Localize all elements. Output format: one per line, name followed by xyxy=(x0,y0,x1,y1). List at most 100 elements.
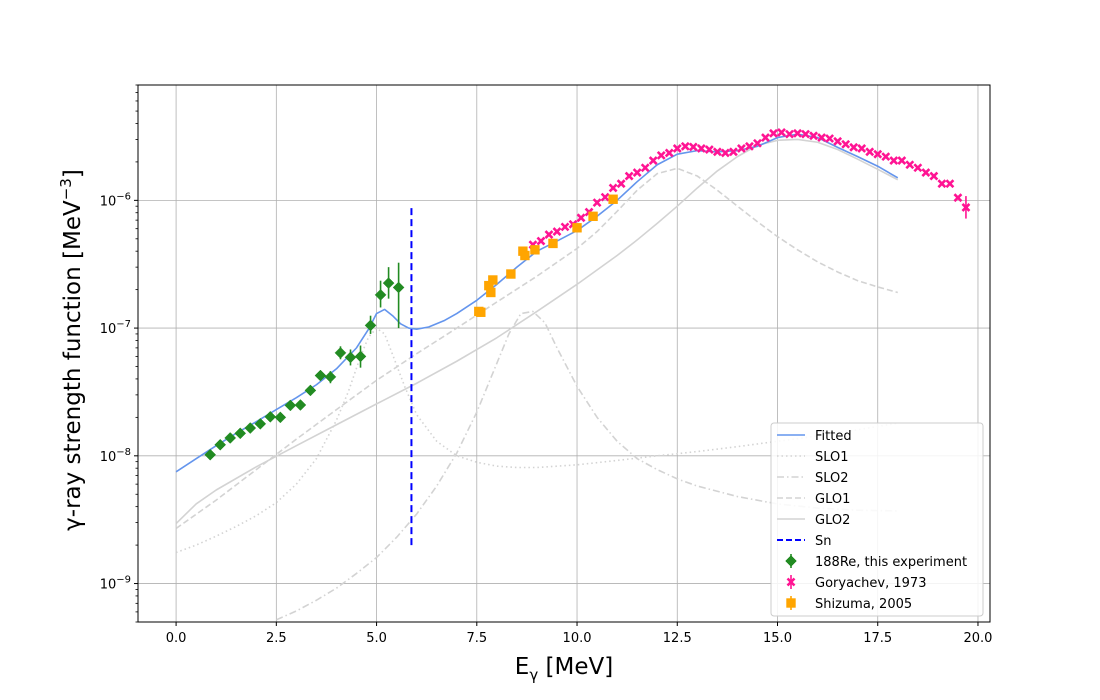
goryachev-1973-point xyxy=(536,236,546,246)
goryachev-1973-point xyxy=(817,133,827,143)
goryachev-1973-point-stroke-b xyxy=(833,136,843,146)
glo1-line xyxy=(175,167,898,530)
goryachev-1973-point-stroke-b xyxy=(785,129,794,139)
goryachev-1973-point xyxy=(600,192,610,202)
goryachev-1973-point-stroke-b xyxy=(656,150,666,160)
goryachev-1973-point-stroke-b xyxy=(720,148,730,158)
goryachev-1973-point xyxy=(656,150,666,160)
goryachev-1973-point xyxy=(552,227,562,236)
goryachev-1973-point-stroke-b xyxy=(849,142,859,152)
y-tick-label: 10−9 xyxy=(100,575,131,593)
goryachev-1973-point-stroke-b xyxy=(576,213,586,223)
goryachev-1973-legend-label: Goryachev, 1973 xyxy=(815,576,926,591)
goryachev-1973-point xyxy=(560,222,570,232)
goryachev-1973-point-stroke-b xyxy=(753,138,762,148)
legend-box xyxy=(770,422,984,617)
goryachev-1973-point-stroke-b xyxy=(648,156,658,165)
goryachev-1973-point-stroke-b xyxy=(825,134,835,143)
goryachev-1973-point xyxy=(873,149,883,159)
y-tick-label: 10−6 xyxy=(100,191,131,209)
188re-this-experiment-point xyxy=(334,346,347,359)
goryachev-1973-point xyxy=(624,171,634,181)
188re-this-experiment-point xyxy=(364,319,377,332)
goryachev-1973-point xyxy=(857,144,867,153)
goryachev-1973-point-stroke-b xyxy=(664,148,674,158)
goryachev-1973-point xyxy=(793,128,802,138)
goryachev-1973-point-stroke-b xyxy=(937,179,947,189)
188re-this-experiment-point xyxy=(374,289,387,301)
goryachev-1973-point-stroke-b xyxy=(608,183,618,193)
goryachev-1973-point-stroke-b xyxy=(905,160,915,170)
goryachev-1973-point-stroke-b xyxy=(704,145,714,154)
fitted-legend-label: Fitted xyxy=(815,429,852,444)
goryachev-1973-point-stroke-b xyxy=(961,203,971,212)
glo2-legend-label: GLO2 xyxy=(815,513,850,528)
goryachev-1973-point-stroke-b xyxy=(953,193,963,203)
shizuma-2005-point xyxy=(548,238,558,249)
shizuma-2005-point xyxy=(506,269,516,279)
goryachev-1973-point xyxy=(801,129,810,139)
y-tick-label: 10−7 xyxy=(100,319,131,337)
goryachev-1973-point xyxy=(825,134,835,143)
shizuma-2005-point xyxy=(520,250,530,261)
188re-this-experiment-point xyxy=(254,417,267,430)
goryachev-1973-point xyxy=(616,179,626,189)
goryachev-1973-point xyxy=(913,163,923,173)
goryachev-1973-point xyxy=(728,147,738,157)
goryachev-1973-point xyxy=(841,139,851,149)
goryachev-1973-point-stroke-b xyxy=(865,147,875,157)
goryachev-1973-point xyxy=(736,144,746,153)
goryachev-1973-point xyxy=(769,128,778,138)
y-tick-label: 10−8 xyxy=(100,447,131,465)
goryachev-1973-point xyxy=(680,141,690,151)
goryachev-1973-point xyxy=(745,141,754,151)
x-tick-label: 7.5 xyxy=(466,631,487,646)
goryachev-1973-point xyxy=(576,213,586,223)
x-tick-label: 17.5 xyxy=(863,631,892,646)
x-tick-label: 12.5 xyxy=(663,631,692,646)
goryachev-1973-point xyxy=(720,148,730,158)
188re-this-experiment-point xyxy=(264,410,277,423)
goryachev-1973-point-stroke-b xyxy=(624,171,634,181)
shizuma-2005-point xyxy=(530,245,540,255)
188re-this-experiment-point xyxy=(382,277,395,289)
188re-this-experiment-point xyxy=(244,422,257,434)
goryachev-1973-point xyxy=(785,129,794,139)
goryachev-1973-point xyxy=(961,203,971,212)
glo2-line xyxy=(175,138,899,525)
goryachev-1973-point-stroke-b xyxy=(761,133,770,143)
shizuma-2005-point xyxy=(488,275,498,285)
goryachev-1973-point xyxy=(809,131,819,141)
188re-this-experiment-point xyxy=(314,369,327,382)
legend: Fitted SLO1 SLO2 GLO1 GLO2 Sn 188Re, this expe… xyxy=(770,422,984,617)
slo2-line xyxy=(275,310,898,621)
goryachev-1973-point xyxy=(688,142,698,152)
goryachev-1973-point-stroke-b xyxy=(801,129,810,139)
goryachev-1973-point xyxy=(921,168,931,177)
goryachev-1973-point-stroke-b xyxy=(857,144,867,153)
x-tick-label: 20.0 xyxy=(963,631,992,646)
shizuma-2005-point xyxy=(476,307,486,317)
goryachev-1973-point-stroke-b xyxy=(889,156,899,165)
goryachev-1973-point xyxy=(929,171,939,181)
goryachev-1973-point-stroke-b xyxy=(921,168,931,177)
data-points xyxy=(204,128,971,546)
188re-this-experiment-point xyxy=(234,427,247,440)
goryachev-1973-point-stroke-b xyxy=(945,179,955,189)
goryachev-1973-point xyxy=(712,147,722,157)
goryachev-1973-point-stroke-b xyxy=(929,171,939,181)
goryachev-1973-point-stroke-b xyxy=(544,230,554,239)
goryachev-1973-point xyxy=(672,144,682,153)
slo2-legend-label: SLO2 xyxy=(815,471,849,486)
shizuma-2005-legend-swatch xyxy=(786,598,796,608)
goryachev-1973-point-stroke-b xyxy=(777,128,786,137)
188re-this-experiment-point xyxy=(294,399,307,411)
goryachev-1973-point-stroke-b xyxy=(696,144,706,153)
shizuma-2005-point xyxy=(486,287,496,298)
goryachev-1973-point xyxy=(544,230,554,239)
goryachev-1973-point-stroke-b xyxy=(793,128,802,138)
goryachev-1973-point-stroke-b xyxy=(592,198,602,208)
y-axis-title: γ-ray strength function [MeV−3] xyxy=(57,169,86,531)
188re-this-experiment-point xyxy=(214,438,227,451)
goryachev-1973-point xyxy=(953,193,963,203)
